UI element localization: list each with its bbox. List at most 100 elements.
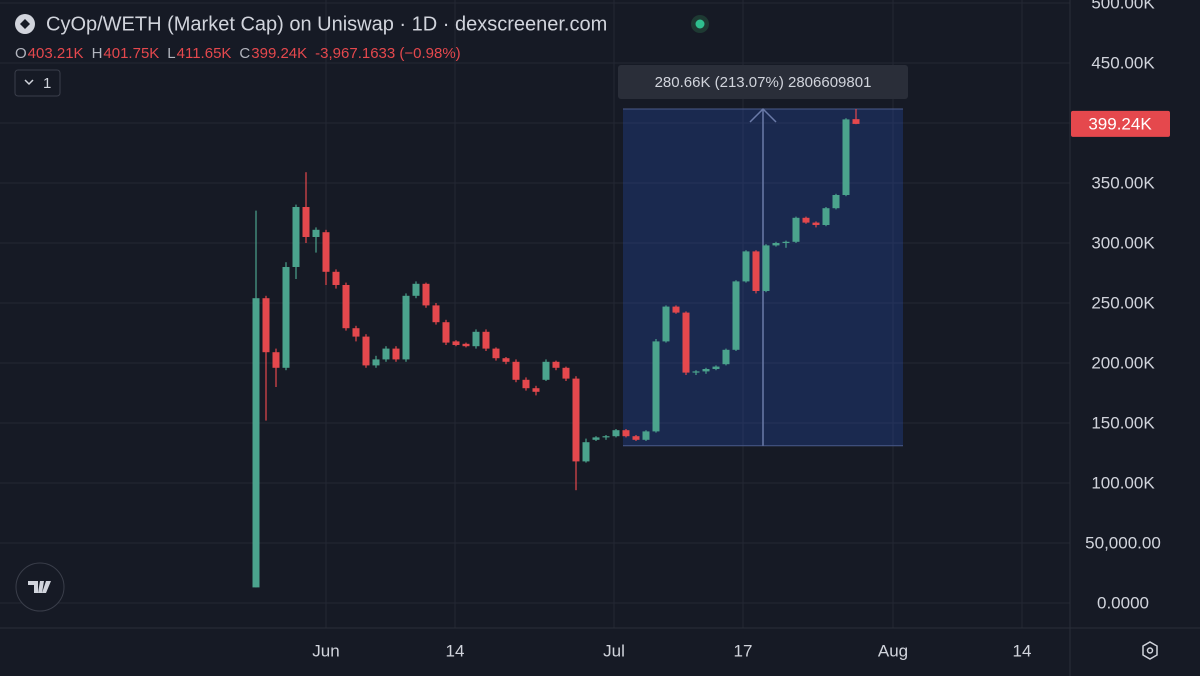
y-tick-label: 50,000.00 <box>1085 533 1161 552</box>
y-tick-label: 350.00K <box>1091 173 1155 192</box>
candle-body <box>692 371 700 373</box>
x-tick-label: 14 <box>446 641 465 660</box>
candle-body <box>682 312 690 373</box>
candle-body <box>722 349 730 365</box>
candle-body <box>802 217 810 223</box>
candle-body <box>612 430 620 437</box>
candle-body <box>782 241 790 243</box>
candle-body <box>272 352 280 368</box>
candle-body <box>602 436 610 438</box>
ohlc-key: L <box>167 45 175 62</box>
candle-body <box>252 298 260 588</box>
candle-body <box>842 119 850 195</box>
candle-body <box>532 388 540 392</box>
candle-body <box>392 348 400 360</box>
settings-icon[interactable] <box>1142 641 1158 660</box>
y-tick-label: 150.00K <box>1091 413 1155 432</box>
candle-body <box>562 367 570 379</box>
candle-body <box>772 243 780 246</box>
candle-body <box>312 229 320 237</box>
ohlc-value: 399.24K <box>251 45 307 62</box>
ohlc-value: 403.21K <box>28 45 84 62</box>
candle-body <box>812 222 820 225</box>
last-price-label: 399.24K <box>1088 114 1152 133</box>
candle-body <box>592 437 600 440</box>
status-dot-inner <box>695 19 705 29</box>
candle-body <box>422 283 430 306</box>
ohlc-key: C <box>239 45 250 62</box>
candle-body <box>432 305 440 323</box>
y-tick-label: 100.00K <box>1091 473 1155 492</box>
candle-body <box>342 285 350 329</box>
ohlc-legend: O 403.21K H 401.75K L 411.65K C 399.24K -3,967.1… <box>15 45 461 62</box>
y-tick-label: 450.00K <box>1091 53 1155 72</box>
grid <box>0 0 1070 628</box>
candle-body <box>462 343 470 347</box>
candle-body <box>352 328 360 337</box>
axes: 0.0000 50,000.00 100.00K 150.00K 200.00K 250.… <box>312 0 1170 660</box>
candle-body <box>832 195 840 209</box>
measure-tool: 280.66K (213.07%) 2806609801 <box>618 65 908 447</box>
y-tick-label: 250.00K <box>1091 293 1155 312</box>
candle-body <box>282 267 290 368</box>
candle-body <box>672 306 680 313</box>
candle-body <box>712 366 720 369</box>
candle-body <box>292 207 300 267</box>
candle-body <box>852 119 860 124</box>
candle-body <box>302 207 310 237</box>
candle-body <box>412 283 420 296</box>
candle-body <box>622 430 630 437</box>
candle-body <box>762 245 770 291</box>
candle-body <box>322 232 330 272</box>
x-tick-label: Jun <box>312 641 339 660</box>
candle-body <box>502 358 510 362</box>
candle-body <box>362 336 370 366</box>
y-tick-label: 200.00K <box>1091 353 1155 372</box>
candle-body <box>372 359 380 366</box>
ohlc-key: O <box>15 45 27 62</box>
title: CyOp/WETH (Market Cap) on Uniswap · 1D ·… <box>46 13 607 35</box>
candle-body <box>332 271 340 285</box>
candle-body <box>662 306 670 342</box>
candle-body <box>582 442 590 462</box>
y-tick-label: 0.0000 <box>1097 593 1149 612</box>
candle-body <box>442 322 450 343</box>
candle-body <box>382 348 390 360</box>
candles <box>252 109 860 588</box>
x-tick-label: 14 <box>1013 641 1032 660</box>
measure-arrowhead <box>749 107 777 123</box>
ohlc-change: -3,967.1633 (−0.98%) <box>315 45 461 62</box>
tv-logo-mark <box>28 581 51 593</box>
y-tick-label: 300.00K <box>1091 233 1155 252</box>
candle-body <box>652 341 660 432</box>
candle-body <box>642 431 650 440</box>
y-tick-label: 500.00K <box>1091 0 1155 12</box>
candle-body <box>732 281 740 350</box>
candle-body <box>552 361 560 368</box>
candle-body <box>512 361 520 380</box>
ohlc-key: H <box>92 45 103 62</box>
x-tick-label: Jul <box>603 641 625 660</box>
logo-mark <box>20 19 30 29</box>
candle-body <box>702 369 710 372</box>
candle-body <box>542 361 550 380</box>
measure-label-box <box>618 65 908 100</box>
candle-body <box>482 331 490 349</box>
collapse-button[interactable] <box>14 69 61 97</box>
candle-body <box>822 208 830 225</box>
candle-body <box>262 298 270 353</box>
ohlc-value: 411.65K <box>177 45 232 62</box>
candle-body <box>472 331 480 347</box>
candle-body <box>492 348 500 359</box>
candle-body <box>742 251 750 282</box>
candle-body <box>572 378 580 462</box>
settings-icon-center <box>1146 647 1154 654</box>
measure-label: 280.66K (213.07%) 2806609801 <box>655 74 872 91</box>
last-price-tag <box>1071 110 1170 137</box>
x-tick-label: 17 <box>734 641 753 660</box>
candle-body <box>792 217 800 242</box>
collapse-count: 1 <box>43 75 51 92</box>
